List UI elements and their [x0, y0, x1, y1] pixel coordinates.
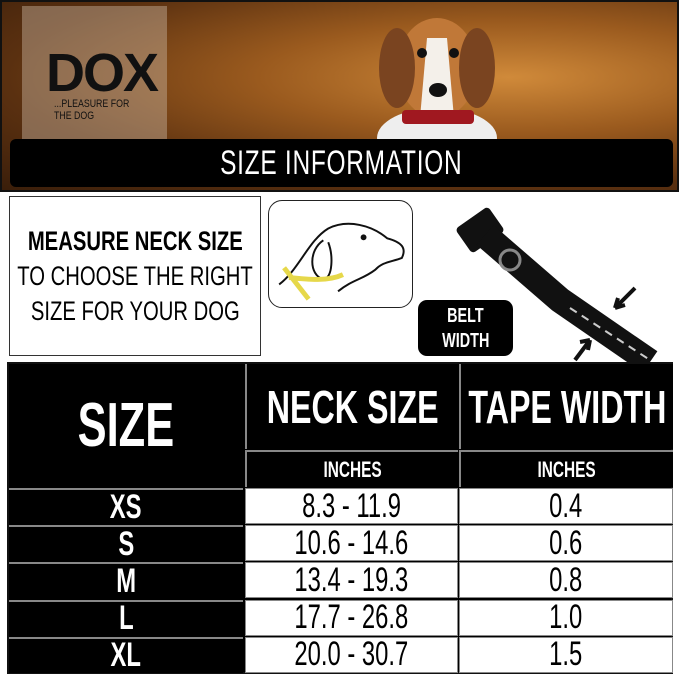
header-neck-unit-text: INCHES	[323, 456, 382, 482]
cell-text: 20.0 - 30.7	[294, 636, 409, 673]
cell-text: 0.8	[549, 562, 583, 599]
measure-instructions: MEASURE NECK SIZE TO CHOOSE THE RIGHT SI…	[9, 196, 261, 356]
table-cell-neck: 10.6 - 14.6	[245, 525, 458, 562]
table-cell-size: S	[9, 525, 243, 562]
title-bar: SIZE INFORMATION	[10, 139, 673, 187]
table-cell-neck: 13.4 - 19.3	[245, 562, 458, 599]
dog-measure-sketch	[268, 200, 413, 308]
brand-tagline: ...PLEASURE FOR THE DOG	[54, 98, 130, 122]
cell-text: 10.6 - 14.6	[294, 525, 409, 562]
beagle-photo	[377, 18, 497, 148]
header-tape-unit: INCHES	[459, 450, 673, 487]
header-neck-size: NECK SIZE	[245, 364, 458, 449]
table-cell-tape: 0.4	[459, 488, 673, 524]
banner: DOX ...PLEASURE FOR THE DOG SIZE INFORMA…	[0, 0, 679, 192]
header-neck-text: NECK SIZE	[266, 380, 439, 433]
belt-label-line: WIDTH	[441, 330, 490, 352]
cell-text: 13.4 - 19.3	[294, 562, 409, 599]
table-cell-neck: 8.3 - 11.9	[245, 488, 458, 524]
size-table: SIZE NECK SIZE TAPE WIDTH INCHES INCHES …	[7, 362, 673, 674]
page-title: SIZE INFORMATION	[220, 143, 463, 182]
header-tape-text: TAPE WIDTH	[468, 380, 666, 433]
cell-text: 0.4	[549, 488, 583, 524]
cell-text: 0.6	[549, 525, 583, 562]
table-cell-tape: 0.6	[459, 525, 673, 562]
header-tape-width: TAPE WIDTH	[459, 364, 673, 449]
brand-logo: DOX	[46, 43, 159, 103]
table-cell-neck: 17.7 - 26.8	[245, 599, 458, 636]
cell-text: 1.5	[549, 636, 583, 673]
table-cell-size: M	[9, 562, 243, 599]
table-cell-size: XL	[9, 636, 243, 673]
instruction-line: MEASURE NECK SIZE	[27, 225, 243, 256]
table-cell-size: L	[9, 599, 243, 636]
cell-text: M	[116, 562, 136, 599]
cell-text: 8.3 - 11.9	[302, 488, 401, 524]
header-size: SIZE	[9, 364, 243, 487]
table-cell-tape: 1.0	[459, 599, 673, 636]
belt-width-label: BELT WIDTH	[418, 300, 513, 356]
table-cell-neck: 20.0 - 30.7	[245, 636, 458, 673]
cell-text: XL	[110, 636, 142, 673]
belt-label-line: BELT	[447, 305, 484, 327]
collar-product-image	[456, 207, 658, 362]
header-tape-unit-text: INCHES	[537, 456, 597, 482]
cell-text: 17.7 - 26.8	[294, 599, 409, 636]
instruction-line: TO CHOOSE THE RIGHT	[17, 260, 253, 291]
cell-text: 1.0	[549, 599, 583, 636]
header-size-text: SIZE	[77, 391, 175, 460]
table-cell-tape: 0.8	[459, 562, 673, 599]
cell-text: S	[118, 525, 134, 562]
cell-text: L	[118, 599, 134, 636]
table-cell-tape: 1.5	[459, 636, 673, 673]
cell-text: XS	[110, 488, 142, 524]
header-neck-unit: INCHES	[245, 450, 458, 487]
table-cell-size: XS	[9, 488, 243, 524]
instruction-line: SIZE FOR YOUR DOG	[30, 295, 240, 326]
